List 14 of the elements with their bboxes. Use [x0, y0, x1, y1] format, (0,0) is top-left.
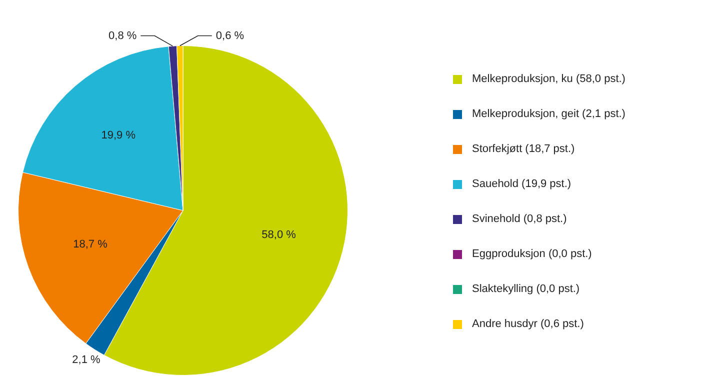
- data-label: 19,9 %: [101, 130, 136, 142]
- legend-label: Eggproduksjon (0,0 pst.): [472, 248, 592, 260]
- data-label: 18,7 %: [73, 238, 108, 251]
- data-label: 2,1 %: [72, 354, 101, 366]
- data-label: 0,6 %: [216, 30, 244, 42]
- legend-label: Sauehold (19,9 pst.): [472, 178, 572, 190]
- data-label: 58,0 %: [262, 228, 296, 241]
- legend-label: Melkeproduksjon, geit (2,1 pst.): [472, 108, 626, 120]
- data-label: 0,8 %: [108, 30, 137, 42]
- legend-label: Storfekjøtt (18,7 pst.): [472, 143, 575, 155]
- legend-label: Andre husdyr (0,6 pst.): [472, 318, 584, 330]
- legend-label: Slaktekylling (0,0 pst.): [472, 283, 580, 295]
- legend-label: Melkeproduksjon, ku (58,0 pst.): [472, 73, 626, 85]
- legend-label: Svinehold (0,8 pst.): [472, 213, 567, 225]
